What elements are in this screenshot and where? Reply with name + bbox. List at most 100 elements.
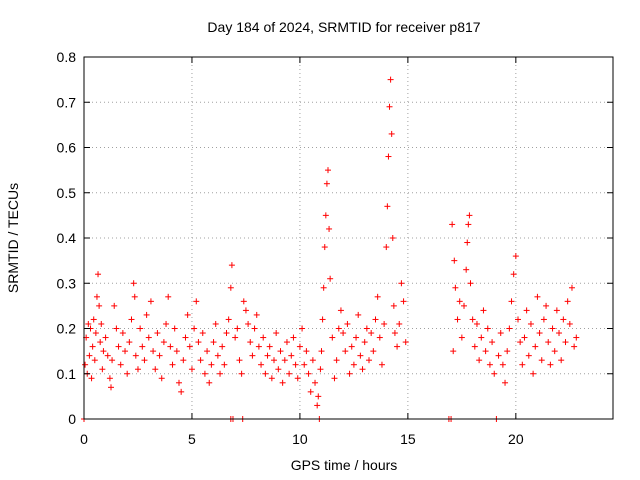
data-point	[363, 325, 370, 332]
data-point	[150, 348, 157, 355]
data-point	[286, 370, 293, 377]
data-point	[212, 320, 219, 327]
data-point	[305, 370, 312, 377]
data-point	[266, 343, 273, 350]
data-point	[158, 375, 165, 382]
data-point	[564, 298, 571, 305]
data-point	[476, 357, 483, 364]
data-point	[499, 361, 506, 368]
data-point	[253, 311, 260, 318]
data-point	[491, 370, 498, 377]
data-point	[240, 298, 247, 305]
data-point	[91, 357, 98, 364]
data-point	[361, 339, 368, 346]
data-point	[288, 352, 295, 359]
data-point	[130, 280, 137, 287]
data-point	[236, 357, 243, 364]
data-point	[402, 339, 409, 346]
data-point	[96, 302, 103, 309]
data-point	[450, 348, 457, 355]
data-point	[340, 330, 347, 337]
data-point	[335, 325, 342, 332]
data-point	[309, 357, 316, 364]
data-point	[538, 357, 545, 364]
data-point	[82, 361, 89, 368]
chart-title: Day 184 of 2024, SRMTID for receiver p81…	[207, 19, 480, 35]
data-point	[184, 311, 191, 318]
data-point	[99, 366, 106, 373]
data-points	[81, 76, 580, 422]
data-point	[271, 357, 278, 364]
data-point	[85, 320, 92, 327]
data-point	[115, 343, 122, 350]
data-point	[452, 284, 459, 291]
data-point	[486, 361, 493, 368]
data-point	[95, 271, 102, 278]
data-point	[508, 298, 515, 305]
data-point	[344, 320, 351, 327]
data-point	[242, 307, 249, 314]
data-point	[394, 343, 401, 350]
data-point	[478, 334, 485, 341]
data-point	[366, 357, 373, 364]
data-point	[326, 225, 333, 232]
y-tick-label: 0.1	[57, 366, 77, 382]
data-point	[228, 262, 235, 269]
data-point	[188, 366, 195, 373]
data-point	[469, 316, 476, 323]
data-point	[461, 302, 468, 309]
data-point	[317, 366, 324, 373]
data-point	[195, 339, 202, 346]
data-point	[93, 293, 100, 300]
data-point	[113, 325, 120, 332]
x-tick-label: 20	[508, 431, 524, 447]
data-point	[163, 320, 170, 327]
data-point	[299, 325, 306, 332]
data-point	[251, 325, 258, 332]
data-point	[262, 370, 269, 377]
data-point	[315, 393, 322, 400]
data-point	[456, 298, 463, 305]
data-point	[331, 375, 338, 382]
data-point	[303, 348, 310, 355]
data-point	[312, 379, 319, 386]
data-point	[279, 379, 286, 386]
data-point	[489, 339, 496, 346]
data-point	[378, 361, 385, 368]
data-point	[176, 379, 183, 386]
data-point	[465, 221, 472, 228]
data-point	[320, 284, 327, 291]
data-point	[497, 330, 504, 337]
data-point	[128, 316, 135, 323]
y-tick-label: 0.3	[57, 275, 77, 291]
data-point	[396, 320, 403, 327]
data-point	[227, 284, 234, 291]
data-point	[387, 76, 394, 83]
data-point	[122, 348, 129, 355]
data-point	[324, 167, 331, 174]
x-tick-label: 5	[188, 431, 196, 447]
data-point	[322, 212, 329, 219]
data-point	[327, 275, 334, 282]
data-point	[208, 361, 215, 368]
data-point	[376, 334, 383, 341]
data-point	[350, 361, 357, 368]
data-point	[88, 375, 95, 382]
data-point	[98, 320, 105, 327]
data-point	[355, 311, 362, 318]
data-point	[454, 316, 461, 323]
data-point	[480, 307, 487, 314]
data-point	[389, 235, 396, 241]
data-point	[201, 370, 208, 377]
data-point	[504, 348, 511, 355]
data-point	[547, 361, 554, 368]
data-point	[173, 348, 180, 355]
data-point	[111, 302, 118, 309]
data-point	[390, 302, 397, 309]
data-point	[464, 239, 471, 246]
data-point	[193, 298, 200, 305]
data-point	[573, 334, 580, 341]
data-point	[143, 311, 150, 318]
x-tick-label: 10	[292, 431, 308, 447]
